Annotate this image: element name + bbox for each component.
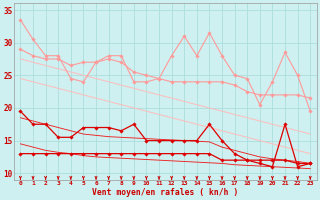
X-axis label: Vent moyen/en rafales ( kn/h ): Vent moyen/en rafales ( kn/h ) bbox=[92, 188, 238, 197]
